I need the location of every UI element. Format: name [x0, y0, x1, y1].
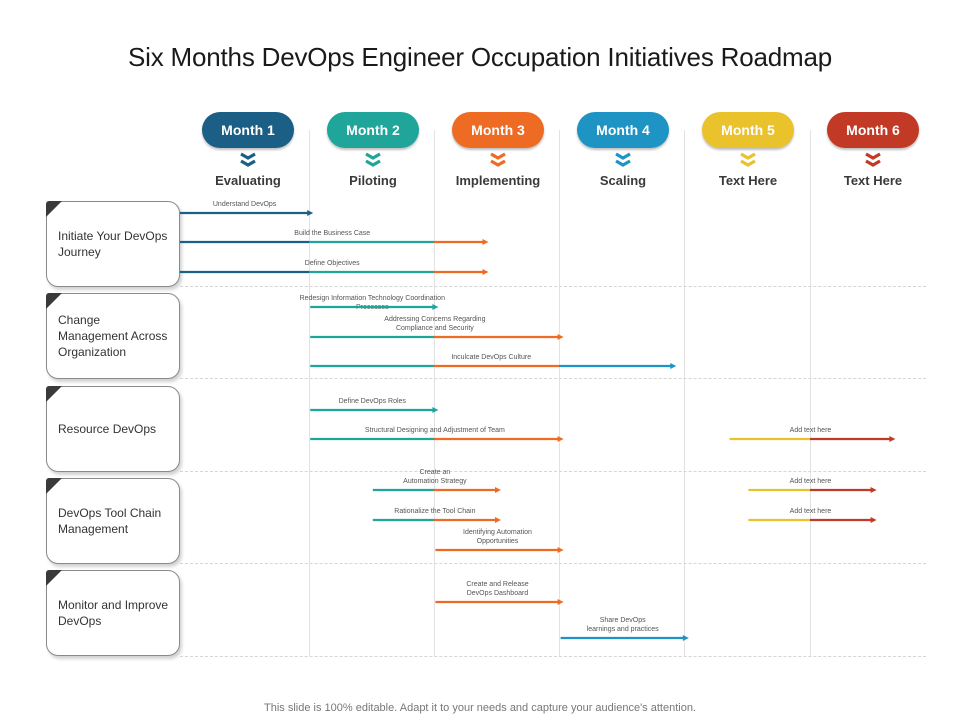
chevron-down-icon — [740, 152, 756, 167]
arrow-head-icon — [495, 517, 501, 523]
task-label: Rationalize the Tool Chain — [394, 508, 476, 515]
corner-marker — [46, 478, 62, 494]
chevron-down-icon — [615, 152, 631, 167]
task-bar — [180, 239, 489, 245]
task-label: Understand DevOps — [212, 201, 277, 208]
arrow-head-icon — [482, 239, 489, 245]
arrow-head-icon — [482, 269, 489, 275]
task-bar — [372, 487, 501, 493]
task-label: Identifying Automation Opportunities — [463, 529, 532, 545]
arrow-head-icon — [557, 547, 564, 553]
task-label: Structural Designing and Adjustment of T… — [364, 427, 505, 434]
task-bar — [748, 517, 877, 523]
category-label: Resource DevOps — [58, 422, 157, 436]
task-label: Build the Business Case — [294, 230, 371, 237]
task-label: Create an Automation Strategy — [403, 469, 467, 485]
task-label: Create and Release DevOps Dashboard — [466, 581, 529, 597]
task-label: Add text here — [789, 427, 832, 434]
footer-note: This slide is 100% editable. Adapt it to… — [264, 702, 696, 714]
row-separator — [180, 286, 926, 287]
task-bar — [729, 436, 896, 442]
corner-marker — [46, 570, 62, 586]
arrow-head-icon — [432, 407, 439, 413]
task-label: Addressing Concerns Regarding Compliance… — [384, 316, 486, 332]
corner-marker — [46, 293, 62, 309]
task-bar — [180, 269, 489, 275]
category-box: Monitor and Improve DevOps — [46, 570, 180, 656]
chevron-down-icon — [865, 152, 881, 167]
task-bar — [435, 547, 564, 553]
task-bar — [435, 599, 564, 605]
column-divider — [684, 130, 685, 656]
row-separator — [180, 563, 926, 564]
category-label: Change Management Across Organization — [58, 313, 168, 359]
task-bar — [748, 487, 877, 493]
month-pill: Month 6 — [827, 112, 919, 148]
phase-label: Piloting — [349, 173, 397, 188]
chevron-down-icon — [240, 152, 256, 167]
category-box: DevOps Tool Chain Management — [46, 478, 180, 564]
row-separator — [180, 471, 926, 472]
corner-marker — [46, 201, 62, 217]
task-bar — [310, 436, 564, 442]
task-label: Share DevOps learnings and practices — [586, 617, 659, 633]
task-bar — [310, 407, 439, 413]
column-divider — [434, 130, 435, 656]
phase-label: Evaluating — [215, 173, 281, 188]
task-label: Inculcate DevOps Culture — [451, 354, 532, 361]
phase-label: Implementing — [455, 173, 541, 188]
row-separator — [180, 656, 926, 657]
arrow-head-icon — [557, 334, 564, 340]
month-pill: Month 2 — [327, 112, 419, 148]
arrow-head-icon — [682, 635, 689, 641]
task-bar — [310, 304, 439, 310]
chevron-down-icon — [365, 152, 381, 167]
arrow-head-icon — [670, 363, 677, 369]
arrow-head-icon — [557, 436, 564, 442]
phase-label: Text Here — [718, 173, 778, 188]
task-label: Add text here — [789, 508, 832, 515]
chevron-down-icon — [490, 152, 506, 167]
category-label: Monitor and Improve DevOps — [58, 598, 169, 628]
category-label: DevOps Tool Chain Management — [58, 506, 162, 536]
arrow-head-icon — [495, 487, 501, 493]
task-bar — [310, 363, 677, 369]
column-divider — [810, 130, 811, 656]
arrow-head-icon — [307, 210, 314, 216]
arrow-head-icon — [870, 487, 877, 493]
category-box: Resource DevOps — [46, 386, 180, 472]
arrow-head-icon — [432, 304, 439, 310]
page-title: Six Months DevOps Engineer Occupation In… — [128, 42, 832, 72]
category-box: Initiate Your DevOps Journey — [46, 201, 180, 287]
arrow-head-icon — [889, 436, 896, 442]
task-label: Define DevOps Roles — [338, 398, 406, 405]
corner-marker — [46, 386, 62, 402]
month-pill: Month 5 — [702, 112, 794, 148]
column-divider — [309, 130, 310, 656]
task-bar — [310, 334, 564, 340]
task-bar — [560, 635, 689, 641]
task-label: Add text here — [789, 478, 832, 485]
phase-label: Scaling — [599, 173, 647, 188]
row-separator — [180, 378, 926, 379]
column-divider — [559, 130, 560, 656]
month-pill: Month 3 — [452, 112, 544, 148]
month-pill: Month 1 — [202, 112, 294, 148]
task-bar — [372, 517, 501, 523]
category-box: Change Management Across Organization — [46, 293, 180, 379]
category-label: Initiate Your DevOps Journey — [58, 229, 168, 259]
arrow-head-icon — [557, 599, 564, 605]
arrow-head-icon — [870, 517, 877, 523]
month-pill: Month 4 — [577, 112, 669, 148]
phase-label: Text Here — [843, 173, 903, 188]
task-bar — [180, 210, 314, 216]
task-label: Define Objectives — [304, 260, 360, 267]
